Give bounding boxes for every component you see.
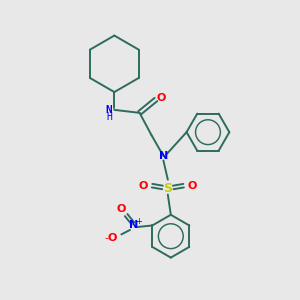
Text: H: H <box>106 112 112 122</box>
Text: O: O <box>116 204 126 214</box>
Text: N: N <box>129 220 139 230</box>
Text: -: - <box>104 233 109 243</box>
Text: O: O <box>139 181 148 191</box>
Text: N: N <box>159 151 168 161</box>
Text: N: N <box>106 105 112 115</box>
Text: +: + <box>135 217 142 226</box>
Text: O: O <box>188 181 197 191</box>
Text: S: S <box>163 182 172 195</box>
Text: O: O <box>156 93 165 103</box>
Text: O: O <box>108 233 117 243</box>
